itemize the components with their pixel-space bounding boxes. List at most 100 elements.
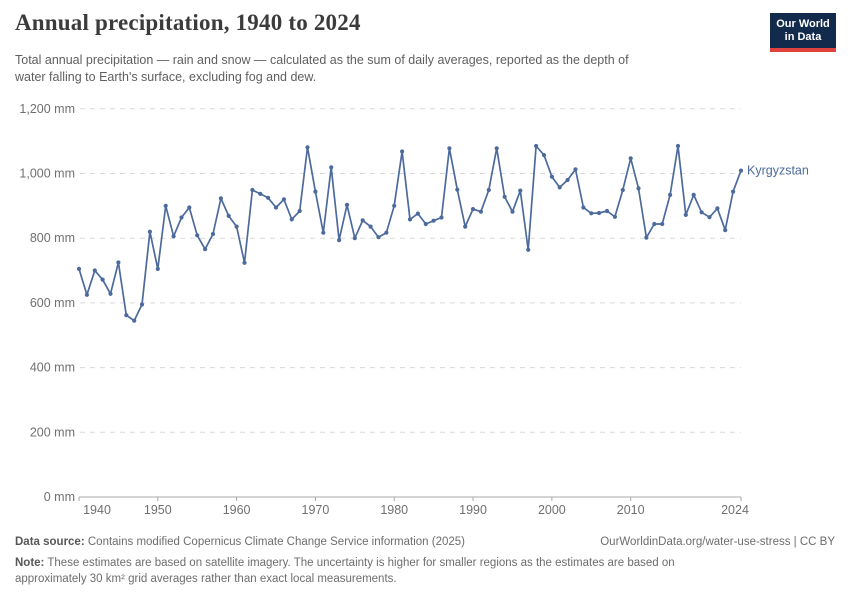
- data-point[interactable]: [250, 187, 255, 193]
- data-point[interactable]: [384, 230, 389, 235]
- data-point[interactable]: [344, 202, 350, 207]
- data-point[interactable]: [147, 229, 152, 234]
- data-point[interactable]: [660, 221, 665, 227]
- data-point[interactable]: [557, 185, 562, 190]
- data-point[interactable]: [738, 168, 744, 173]
- data-point[interactable]: [691, 192, 696, 197]
- data-point[interactable]: [116, 260, 121, 265]
- data-point[interactable]: [581, 205, 586, 210]
- data-point[interactable]: [699, 210, 704, 215]
- data-point[interactable]: [139, 302, 145, 307]
- data-point[interactable]: [439, 215, 444, 220]
- data-point[interactable]: [463, 224, 468, 229]
- data-point[interactable]: [707, 215, 712, 220]
- owid-link[interactable]: OurWorldinData.org/water-use-stress | CC…: [600, 536, 835, 548]
- data-point[interactable]: [155, 266, 160, 271]
- data-point[interactable]: [549, 174, 555, 179]
- data-point[interactable]: [455, 187, 460, 192]
- data-point[interactable]: [360, 218, 365, 223]
- precipitation-line-chart[interactable]: 0 mm 200 mm 400 mm 600 mm 800 mm 1,000 mm 1,20…: [0, 0, 850, 530]
- data-point[interactable]: [226, 213, 231, 218]
- data-point[interactable]: [163, 203, 168, 208]
- subtitle-line2: water falling to Earth's surface, exclud…: [15, 70, 317, 84]
- datasource-text: Data source: Contains modified Copernicu…: [15, 534, 465, 550]
- data-point[interactable]: [644, 235, 649, 240]
- data-point[interactable]: [604, 208, 610, 214]
- y-tick-label: 1,000 mm: [19, 167, 75, 181]
- data-point[interactable]: [612, 214, 618, 219]
- data-point[interactable]: [210, 231, 216, 237]
- data-point[interactable]: [652, 221, 657, 227]
- data-point[interactable]: [423, 221, 428, 227]
- series-label-kyrgyzstan[interactable]: Kyrgyzstan: [747, 164, 809, 178]
- data-point[interactable]: [100, 277, 105, 282]
- owid-logo: Our World in Data: [770, 13, 836, 52]
- data-point[interactable]: [203, 247, 208, 252]
- data-point[interactable]: [573, 167, 578, 172]
- x-tick-label: 1940: [83, 503, 111, 517]
- data-point[interactable]: [675, 143, 681, 149]
- data-point[interactable]: [510, 209, 515, 214]
- data-point[interactable]: [526, 247, 531, 252]
- data-point[interactable]: [313, 189, 318, 194]
- data-point[interactable]: [242, 260, 247, 265]
- data-point[interactable]: [392, 203, 397, 208]
- note-label: Note:: [15, 557, 45, 569]
- data-point[interactable]: [84, 292, 89, 297]
- data-point[interactable]: [502, 194, 507, 199]
- data-point[interactable]: [541, 153, 547, 158]
- data-point[interactable]: [337, 238, 342, 243]
- data-point[interactable]: [636, 186, 641, 191]
- data-point[interactable]: [329, 165, 334, 170]
- y-tick-label: 0 mm: [44, 490, 75, 504]
- data-point[interactable]: [171, 234, 176, 239]
- data-point[interactable]: [266, 195, 271, 200]
- data-point[interactable]: [305, 145, 310, 150]
- data-point[interactable]: [376, 235, 381, 240]
- data-point[interactable]: [400, 149, 405, 154]
- data-point[interactable]: [415, 211, 420, 216]
- data-point[interactable]: [620, 187, 625, 193]
- data-point[interactable]: [683, 212, 688, 217]
- data-point[interactable]: [668, 192, 673, 197]
- data-point[interactable]: [597, 210, 602, 216]
- data-point[interactable]: [289, 217, 294, 222]
- data-point[interactable]: [321, 230, 326, 235]
- data-point[interactable]: [478, 209, 483, 214]
- data-point[interactable]: [187, 205, 192, 210]
- data-point[interactable]: [352, 236, 357, 241]
- data-point[interactable]: [108, 291, 113, 296]
- data-point[interactable]: [132, 318, 137, 323]
- data-point[interactable]: [518, 188, 523, 193]
- data-point[interactable]: [723, 228, 728, 233]
- data-point[interactable]: [218, 196, 223, 201]
- data-point[interactable]: [368, 224, 373, 229]
- data-point[interactable]: [281, 197, 286, 202]
- data-point[interactable]: [447, 146, 452, 151]
- page-title: Annual precipitation, 1940 to 2024: [15, 10, 361, 35]
- datasource-label: Data source:: [15, 536, 85, 548]
- y-tick-label: 600 mm: [30, 296, 75, 310]
- data-point[interactable]: [234, 224, 239, 229]
- data-point[interactable]: [407, 217, 413, 222]
- data-point[interactable]: [76, 266, 82, 271]
- data-point[interactable]: [534, 143, 539, 149]
- data-point[interactable]: [297, 208, 302, 214]
- data-point[interactable]: [589, 211, 594, 216]
- data-point[interactable]: [486, 187, 491, 193]
- data-point[interactable]: [431, 218, 436, 223]
- data-point[interactable]: [179, 215, 184, 220]
- owid-logo-line2: in Data: [784, 31, 822, 43]
- data-point[interactable]: [124, 313, 129, 318]
- data-point[interactable]: [731, 189, 736, 194]
- data-point[interactable]: [628, 156, 633, 161]
- data-point[interactable]: [273, 205, 279, 210]
- data-point[interactable]: [565, 177, 570, 183]
- data-point[interactable]: [715, 206, 720, 211]
- data-point[interactable]: [258, 191, 263, 196]
- data-point[interactable]: [92, 268, 97, 273]
- data-point[interactable]: [470, 207, 476, 212]
- data-point[interactable]: [494, 146, 499, 151]
- y-tick-label: 800 mm: [30, 231, 75, 245]
- data-point[interactable]: [195, 233, 200, 238]
